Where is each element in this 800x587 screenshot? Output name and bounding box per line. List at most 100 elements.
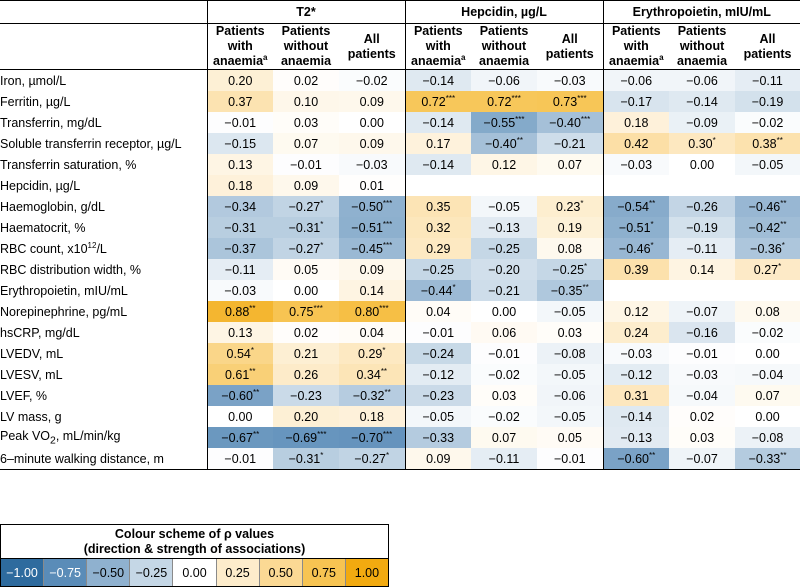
rho-cell: −0.26 bbox=[669, 196, 736, 217]
significance-marker: *** bbox=[317, 429, 327, 439]
rho-cell: 0.03 bbox=[669, 427, 736, 448]
legend-title: Colour scheme of ρ values (direction & s… bbox=[1, 525, 388, 558]
rho-cell: −0.06 bbox=[669, 69, 736, 91]
rho-value: 0.32 bbox=[426, 220, 451, 235]
rho-cell bbox=[404, 175, 472, 196]
rho-value: −0.09 bbox=[686, 115, 718, 130]
rho-cell: −0.50*** bbox=[339, 196, 406, 217]
legend-swatch: 0.25 bbox=[215, 559, 259, 586]
rho-value: 0.09 bbox=[359, 94, 384, 109]
rho-cell: 0.00 bbox=[735, 406, 800, 427]
rho-cell bbox=[669, 175, 735, 196]
subheader-line: without bbox=[481, 39, 527, 53]
rho-value: −0.11 bbox=[686, 241, 718, 256]
significance-marker: * bbox=[650, 219, 654, 229]
rho-cell: −0.44* bbox=[404, 280, 472, 301]
rho-value: 0.05 bbox=[293, 262, 319, 277]
rho-value: 0.14 bbox=[689, 262, 715, 277]
subheader-line: with bbox=[425, 39, 451, 53]
rho-cell: −0.33 bbox=[404, 427, 472, 448]
rho-cell: −0.03 bbox=[669, 364, 736, 385]
legend-swatch: −0.25 bbox=[129, 559, 173, 586]
rho-cell: 0.17 bbox=[404, 133, 472, 154]
significance-marker: *** bbox=[382, 429, 393, 439]
rho-value: −0.06 bbox=[553, 388, 586, 403]
rho-cell: −0.11 bbox=[206, 259, 273, 280]
rho-value: 0.00 bbox=[755, 409, 780, 424]
rho-value: −0.06 bbox=[620, 73, 653, 88]
rho-value: 0.73 bbox=[552, 94, 578, 109]
rho-cell: −0.05 bbox=[404, 406, 472, 427]
subheader-erythropoietin-3: All patients bbox=[735, 23, 800, 70]
row-label-text: LVEDV, mL bbox=[0, 346, 64, 361]
rho-cell: 0.20 bbox=[206, 69, 273, 91]
rho-value: 0.10 bbox=[293, 94, 319, 109]
rho-value: 0.05 bbox=[557, 430, 582, 445]
row-label: Peak VO2, mL/min/kg bbox=[0, 427, 207, 448]
rho-value: −0.07 bbox=[686, 304, 718, 319]
rho-cell: −0.20 bbox=[471, 259, 538, 280]
rho-value: −0.21 bbox=[488, 283, 520, 298]
rho-value: −0.05 bbox=[751, 157, 784, 172]
rho-cell: 0.75*** bbox=[273, 301, 339, 322]
rho-value: −0.24 bbox=[422, 346, 455, 361]
row-label-text: Peak VO bbox=[0, 428, 51, 443]
table-row: 6–minute walking distance, m −0.01 −0.31* −… bbox=[0, 448, 800, 470]
rho-value: −0.05 bbox=[488, 199, 520, 214]
rho-value: −0.12 bbox=[620, 367, 653, 382]
rho-value: 0.20 bbox=[228, 73, 253, 88]
rho-cell: −0.02 bbox=[339, 69, 406, 91]
rho-cell: 0.20 bbox=[273, 406, 339, 427]
rho-cell: 0.38** bbox=[735, 133, 800, 154]
rho-value: −0.03 bbox=[355, 157, 388, 172]
rho-value: 0.72 bbox=[421, 94, 446, 109]
subheader-text: anaemia bbox=[479, 54, 530, 68]
row-label: Iron, µmol/L bbox=[0, 70, 207, 92]
rho-cell: −0.03 bbox=[602, 343, 670, 364]
rho-value: 0.08 bbox=[557, 241, 582, 256]
rho-value: −0.03 bbox=[620, 157, 653, 172]
rho-cell: 0.27* bbox=[735, 259, 800, 280]
rho-cell: −0.05 bbox=[735, 154, 800, 175]
significance-marker: ** bbox=[776, 135, 783, 145]
rho-value: −0.11 bbox=[488, 451, 520, 466]
rho-cell: 0.24 bbox=[602, 322, 670, 343]
rho-cell: −0.23 bbox=[273, 385, 339, 406]
significance-marker: * bbox=[712, 135, 716, 145]
rho-value: 0.24 bbox=[624, 325, 649, 340]
rho-cell: −0.27* bbox=[273, 196, 339, 217]
rho-cell bbox=[602, 175, 670, 196]
subheader-text: anaemia bbox=[213, 54, 264, 68]
rho-cell: −0.19 bbox=[735, 91, 800, 112]
rho-cell: −0.04 bbox=[735, 364, 800, 385]
table-row: Hepcidin, µg/L 0.18 0.09 0.01 bbox=[0, 175, 800, 196]
significance-marker: * bbox=[320, 450, 324, 460]
rho-value: −0.02 bbox=[488, 409, 520, 424]
significance-marker: * bbox=[382, 345, 386, 355]
rho-cell: 0.07 bbox=[273, 133, 339, 154]
subheader-line: without bbox=[679, 39, 725, 53]
rho-value: 0.17 bbox=[426, 136, 451, 151]
rho-value: 0.00 bbox=[491, 304, 517, 319]
rho-cell: −0.31* bbox=[273, 448, 339, 470]
significance-marker: *** bbox=[382, 219, 393, 229]
rho-value: −0.02 bbox=[751, 115, 784, 130]
table-row: RBC distribution width, % −0.11 0.05 0.09 −0… bbox=[0, 259, 800, 280]
rho-cell: −0.37 bbox=[206, 238, 273, 259]
rho-value: −0.04 bbox=[751, 367, 784, 382]
row-label-text: Transferrin saturation, % bbox=[0, 157, 137, 172]
rho-value: 0.18 bbox=[624, 115, 649, 130]
subheader-text: anaemia bbox=[609, 54, 660, 68]
significance-marker: * bbox=[778, 261, 782, 271]
rho-value: 0.02 bbox=[293, 73, 319, 88]
rho-cell: 0.03 bbox=[537, 322, 604, 343]
legend-scale: −1.00 −0.75 −0.50 −0.25 0.00 0.25 0.50 0.75 1.00 bbox=[1, 558, 388, 586]
subheader-hepcidin-1: Patients with anaemiaa bbox=[404, 23, 472, 70]
rho-value: 0.23 bbox=[556, 199, 581, 214]
rho-cell: −0.15 bbox=[206, 133, 273, 154]
significance-marker: ** bbox=[516, 135, 523, 145]
rho-value: −0.50 bbox=[351, 199, 383, 214]
rho-value: 0.00 bbox=[359, 115, 384, 130]
subheader-line: with bbox=[227, 39, 253, 53]
rho-value: −0.08 bbox=[553, 346, 586, 361]
